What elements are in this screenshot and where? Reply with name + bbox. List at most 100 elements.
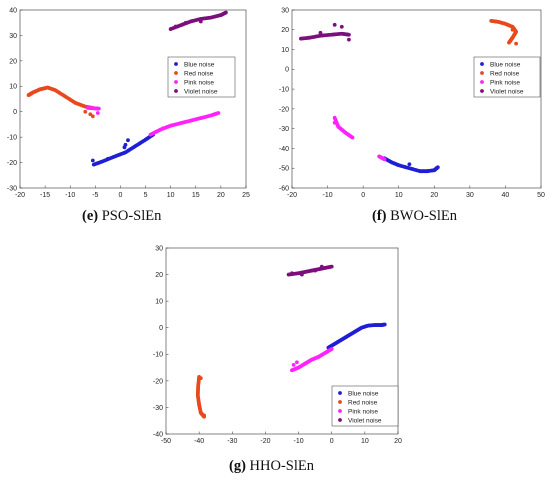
plot-frame-g xyxy=(165,247,399,435)
legend-marker xyxy=(338,400,342,404)
y-tick-label: -10 xyxy=(279,87,289,94)
y-tick-label: -30 xyxy=(7,185,17,192)
y-tick-label: 0 xyxy=(13,109,17,116)
data-point xyxy=(319,264,324,269)
data-point xyxy=(407,162,412,167)
data-point xyxy=(507,40,511,45)
y-tick-label: 20 xyxy=(281,27,289,34)
data-point xyxy=(514,41,518,46)
caption-f: (f) BWO-SlEn xyxy=(372,208,457,225)
data-point xyxy=(382,157,387,162)
legend-label: Pink noise xyxy=(348,408,378,415)
x-tick-label: -10 xyxy=(294,438,304,445)
legend-marker xyxy=(480,71,484,75)
caption-letter-g: (g) xyxy=(229,458,246,474)
y-tick-label: 20 xyxy=(155,272,163,279)
legend-marker xyxy=(338,409,342,413)
y-tick-label: 40 xyxy=(9,7,17,14)
legend-marker xyxy=(174,80,178,84)
panel-e: -20 -15 -10 -5 0 5 10 15 20 25 -30 -20 -10 0 10 20 30 40 B… xyxy=(0,0,260,236)
x-tick-label: -20 xyxy=(260,438,270,445)
caption-text-g: HHO-SlEn xyxy=(249,458,314,474)
caption-g: (g) HHO-SlEn xyxy=(229,458,314,475)
series-red-noise xyxy=(489,18,518,46)
legend-marker xyxy=(174,89,178,93)
x-tick-label: 30 xyxy=(466,192,474,199)
data-point xyxy=(347,32,351,37)
x-tick-label: 20 xyxy=(394,438,402,445)
legend-label: Blue noise xyxy=(490,61,521,68)
x-tick-label: 10 xyxy=(361,438,369,445)
data-point xyxy=(90,114,95,119)
legend-marker xyxy=(480,89,484,93)
legend-label: Red noise xyxy=(184,70,214,77)
x-tick-label: -50 xyxy=(161,438,171,445)
legend-marker xyxy=(174,71,178,75)
x-tick-label: 15 xyxy=(192,192,200,199)
caption-e: (e) PSO-SlEn xyxy=(82,208,161,225)
x-tick-label: -20 xyxy=(15,192,25,199)
x-tick-label: -40 xyxy=(194,438,204,445)
data-point xyxy=(95,111,100,115)
y-tick-label: -10 xyxy=(153,352,163,359)
legend-marker xyxy=(338,418,342,422)
x-tick-label: 25 xyxy=(242,192,250,199)
data-point xyxy=(198,376,203,381)
series-violet-noise xyxy=(286,264,334,277)
legend-label: Violet noise xyxy=(490,88,524,95)
y-tick-label: -40 xyxy=(153,431,163,438)
series-pink-noise xyxy=(332,115,387,162)
scatter-plot-e: -20 -15 -10 -5 0 5 10 15 20 25-30-20-10010203040B… xyxy=(7,7,250,199)
x-tick-label: 50 xyxy=(537,192,545,199)
data-point xyxy=(198,19,203,24)
data-point xyxy=(347,37,351,42)
data-point xyxy=(224,10,228,15)
scatter-plot-g: -50 -40 -30 -20 -10 0 10 20-40-30-20-100102030B… xyxy=(153,245,402,445)
data-point xyxy=(435,165,440,170)
data-point xyxy=(318,30,323,35)
x-tick-label: -15 xyxy=(40,192,50,199)
data-point xyxy=(83,109,88,114)
scatter-plot-f: -20 -10 0 10 20 30 40 50 -60 -50 -40 -30 -20 -10 0 10 20… xyxy=(279,7,545,199)
y-tick-label: -40 xyxy=(279,146,289,153)
data-point xyxy=(329,347,334,351)
series-pink-noise xyxy=(85,106,221,137)
y-tick-label: -30 xyxy=(153,405,163,412)
data-point xyxy=(216,111,221,115)
y-tick-label: 30 xyxy=(9,33,17,40)
plot-frame-f xyxy=(291,9,542,189)
data-point xyxy=(161,126,166,131)
series-blue-noise xyxy=(382,156,440,174)
y-tick-label: -20 xyxy=(153,378,163,385)
x-tick-label: 0 xyxy=(361,192,365,199)
data-point xyxy=(382,322,387,327)
data-point xyxy=(105,156,110,161)
data-point xyxy=(510,27,515,32)
data-point xyxy=(290,271,294,276)
legend-box-f xyxy=(473,56,541,98)
y-tick-label: -30 xyxy=(279,126,289,133)
caption-text-e: PSO-SlEn xyxy=(101,208,162,224)
data-point xyxy=(291,363,296,367)
data-point xyxy=(202,413,207,418)
y-tick-label: -20 xyxy=(7,160,17,167)
y-tick-label: 10 xyxy=(281,47,289,54)
plot-frame-e xyxy=(19,9,247,189)
y-tick-label: 20 xyxy=(9,58,17,65)
y-tick-label: 30 xyxy=(155,245,163,252)
x-tick-label: -10 xyxy=(65,192,75,199)
legend-box-g xyxy=(331,385,399,427)
legend-label: Blue noise xyxy=(184,61,215,68)
panel-g: -50 -40 -30 -20 -10 0 10 20 -40 -30 -20 -10 0 10 20 30 B… xyxy=(140,238,410,483)
series-violet-noise xyxy=(168,10,228,31)
data-point xyxy=(173,24,178,29)
series-red-noise xyxy=(195,374,207,419)
data-point xyxy=(332,120,337,125)
x-tick-label: 10 xyxy=(395,192,403,199)
x-tick-label: 40 xyxy=(502,192,510,199)
data-point xyxy=(96,106,101,111)
legend-label: Red noise xyxy=(348,399,378,406)
series-blue-noise xyxy=(90,132,155,167)
data-point xyxy=(332,22,337,27)
legend-label: Red noise xyxy=(490,70,520,77)
